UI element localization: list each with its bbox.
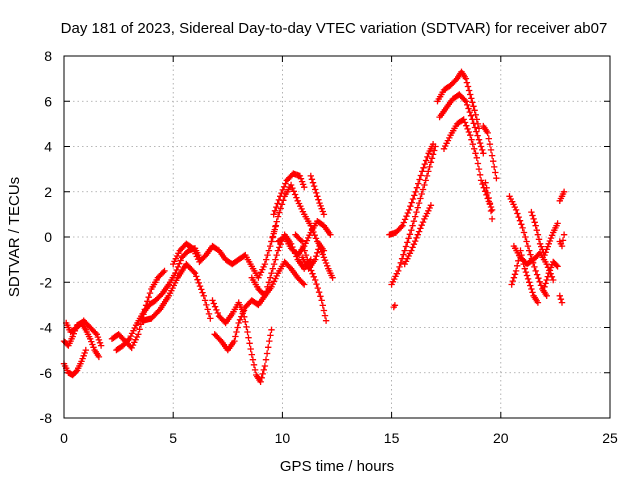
series-sat-o: [298, 242, 336, 281]
data-point-marks: [436, 91, 487, 157]
data-point-marks: [113, 245, 203, 354]
series-sat-ad: [541, 258, 561, 290]
y-tick-label: 2: [44, 184, 52, 200]
series-sat-ag: [556, 231, 568, 250]
y-tick-labels: -8 -6 -4 -2 0 2 4 6 8: [40, 48, 53, 426]
data-point-marks: [556, 188, 568, 204]
data-point-marks: [139, 260, 214, 324]
series-sat-ac: [528, 208, 561, 259]
x-tick-labels: 0 5 10 15 20 25: [60, 430, 618, 446]
series-sat-v: [436, 91, 487, 157]
series-sat-h: [209, 297, 275, 385]
y-tick-label: -6: [40, 365, 53, 381]
data-point-marks: [270, 170, 308, 218]
data-point-marks: [60, 346, 89, 379]
y-tick-label: 4: [44, 139, 52, 155]
y-tick-label: -2: [40, 274, 53, 290]
x-tick-label: 5: [169, 430, 177, 446]
data-point-marks: [506, 193, 550, 299]
series-sat-r: [388, 143, 439, 288]
series-sat-u: [434, 68, 483, 132]
data-point-marks: [390, 302, 399, 311]
series-sat-f: [139, 260, 214, 324]
data-point-marks: [170, 222, 279, 281]
series-sat-t: [401, 202, 435, 268]
series-sat-b: [60, 346, 89, 379]
data-point-marks: [388, 143, 439, 288]
series-sat-k: [270, 170, 308, 218]
series-sat-s: [390, 302, 399, 311]
x-tick-label: 0: [60, 430, 68, 446]
series-sat-aa: [508, 247, 542, 306]
series-sat-q: [386, 141, 437, 238]
y-tick-label: 8: [44, 48, 52, 64]
data-point-marks: [434, 68, 483, 132]
series-sat-g: [170, 222, 279, 281]
y-tick-label: -4: [40, 320, 53, 336]
series-sat-e: [113, 245, 203, 354]
series-sat-j: [248, 258, 308, 299]
series-sat-af: [556, 188, 568, 204]
x-tick-label: 10: [275, 430, 291, 446]
x-tick-label: 20: [493, 430, 509, 446]
data-point-marks: [556, 292, 566, 306]
series-sat-z: [506, 193, 550, 299]
y-tick-label: 0: [44, 229, 52, 245]
data-point-marks: [298, 242, 336, 281]
data-series: [60, 68, 568, 385]
data-point-marks: [528, 208, 561, 259]
data-point-marks: [482, 179, 496, 223]
data-point-marks: [209, 297, 275, 385]
data-point-marks: [307, 172, 328, 218]
data-point-marks: [401, 202, 435, 268]
data-point-marks: [556, 231, 568, 250]
x-tick-label: 15: [384, 430, 400, 446]
data-point-marks: [508, 247, 542, 306]
data-point-marks: [541, 258, 561, 290]
y-tick-label: -8: [40, 410, 53, 426]
data-point-marks: [480, 122, 500, 182]
data-point-marks: [248, 258, 308, 299]
series-sat-ae: [556, 292, 566, 306]
data-point-marks: [274, 218, 334, 259]
x-axis-label: GPS time / hours: [280, 458, 394, 475]
data-point-marks: [63, 317, 105, 349]
data-point-marks: [386, 141, 437, 238]
series-sat-m: [274, 218, 334, 259]
y-axis-label: SDTVAR / TECUs: [6, 177, 23, 297]
series-sat-x: [480, 122, 500, 182]
series-sat-y: [482, 179, 496, 223]
y-tick-label: 6: [44, 93, 52, 109]
plot-frame: [63, 55, 611, 419]
series-sat-c: [63, 317, 105, 349]
series-sat-d: [108, 267, 168, 352]
x-tick-label: 25: [602, 430, 618, 446]
chart-title: Day 181 of 2023, Sidereal Day-to-day VTE…: [61, 20, 608, 37]
series-sat-p: [307, 172, 328, 218]
data-point-marks: [108, 267, 168, 352]
